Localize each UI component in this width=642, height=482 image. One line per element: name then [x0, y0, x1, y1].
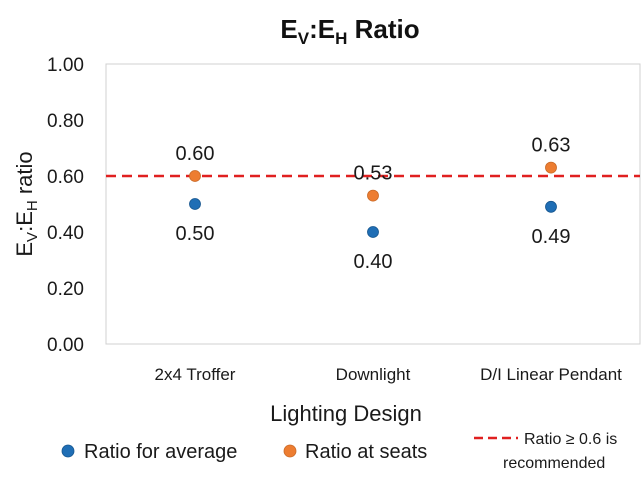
- legend-label-seats: Ratio at seats: [305, 441, 427, 463]
- data-label: 0.40: [354, 251, 393, 273]
- data-label: 0.49: [532, 226, 571, 248]
- legend-label-average: Ratio for average: [84, 441, 237, 463]
- data-point: [545, 161, 557, 174]
- legend-label-reference-line1: Ratio ≥ 0.6 is: [524, 431, 617, 448]
- y-tick-label: 0.00: [47, 335, 84, 356]
- data-point: [367, 226, 379, 238]
- data-point: [189, 198, 201, 210]
- data-point: [189, 170, 201, 182]
- data-point: [545, 200, 557, 213]
- plot-area: [105, 63, 641, 345]
- legend-marker-average: [61, 444, 75, 458]
- data-label: 0.50: [176, 223, 215, 245]
- y-axis-title: EV:EH ratio: [12, 151, 41, 256]
- x-category-label: D/I Linear Pendant: [480, 365, 622, 384]
- data-label: 0.60: [176, 143, 215, 165]
- data-label: 0.53: [354, 163, 393, 185]
- data-points: [189, 161, 557, 238]
- y-tick-label: 0.80: [47, 111, 84, 132]
- data-labels: 0.50 0.40 0.49 0.60 0.53 0.63: [176, 135, 571, 273]
- x-category-label: Downlight: [336, 365, 411, 384]
- x-axis-categories: 2x4 Troffer Downlight D/I Linear Pendant: [155, 365, 623, 384]
- y-tick-label: 0.20: [47, 279, 84, 300]
- legend-marker-seats: [283, 444, 297, 458]
- y-axis-ticks: 0.00 0.20 0.40 0.60 0.80 1.00: [47, 55, 84, 356]
- legend: Ratio for average Ratio at seats Ratio ≥…: [61, 431, 617, 472]
- y-tick-label: 1.00: [47, 55, 84, 76]
- data-label: 0.63: [532, 135, 571, 157]
- y-tick-label: 0.60: [47, 167, 84, 188]
- x-axis-title: Lighting Design: [270, 401, 422, 426]
- data-point: [367, 189, 379, 202]
- x-category-label: 2x4 Troffer: [155, 365, 236, 384]
- chart-title: EV:EH Ratio: [280, 14, 419, 48]
- legend-label-reference-line2: recommended: [503, 455, 605, 472]
- y-tick-label: 0.40: [47, 223, 84, 244]
